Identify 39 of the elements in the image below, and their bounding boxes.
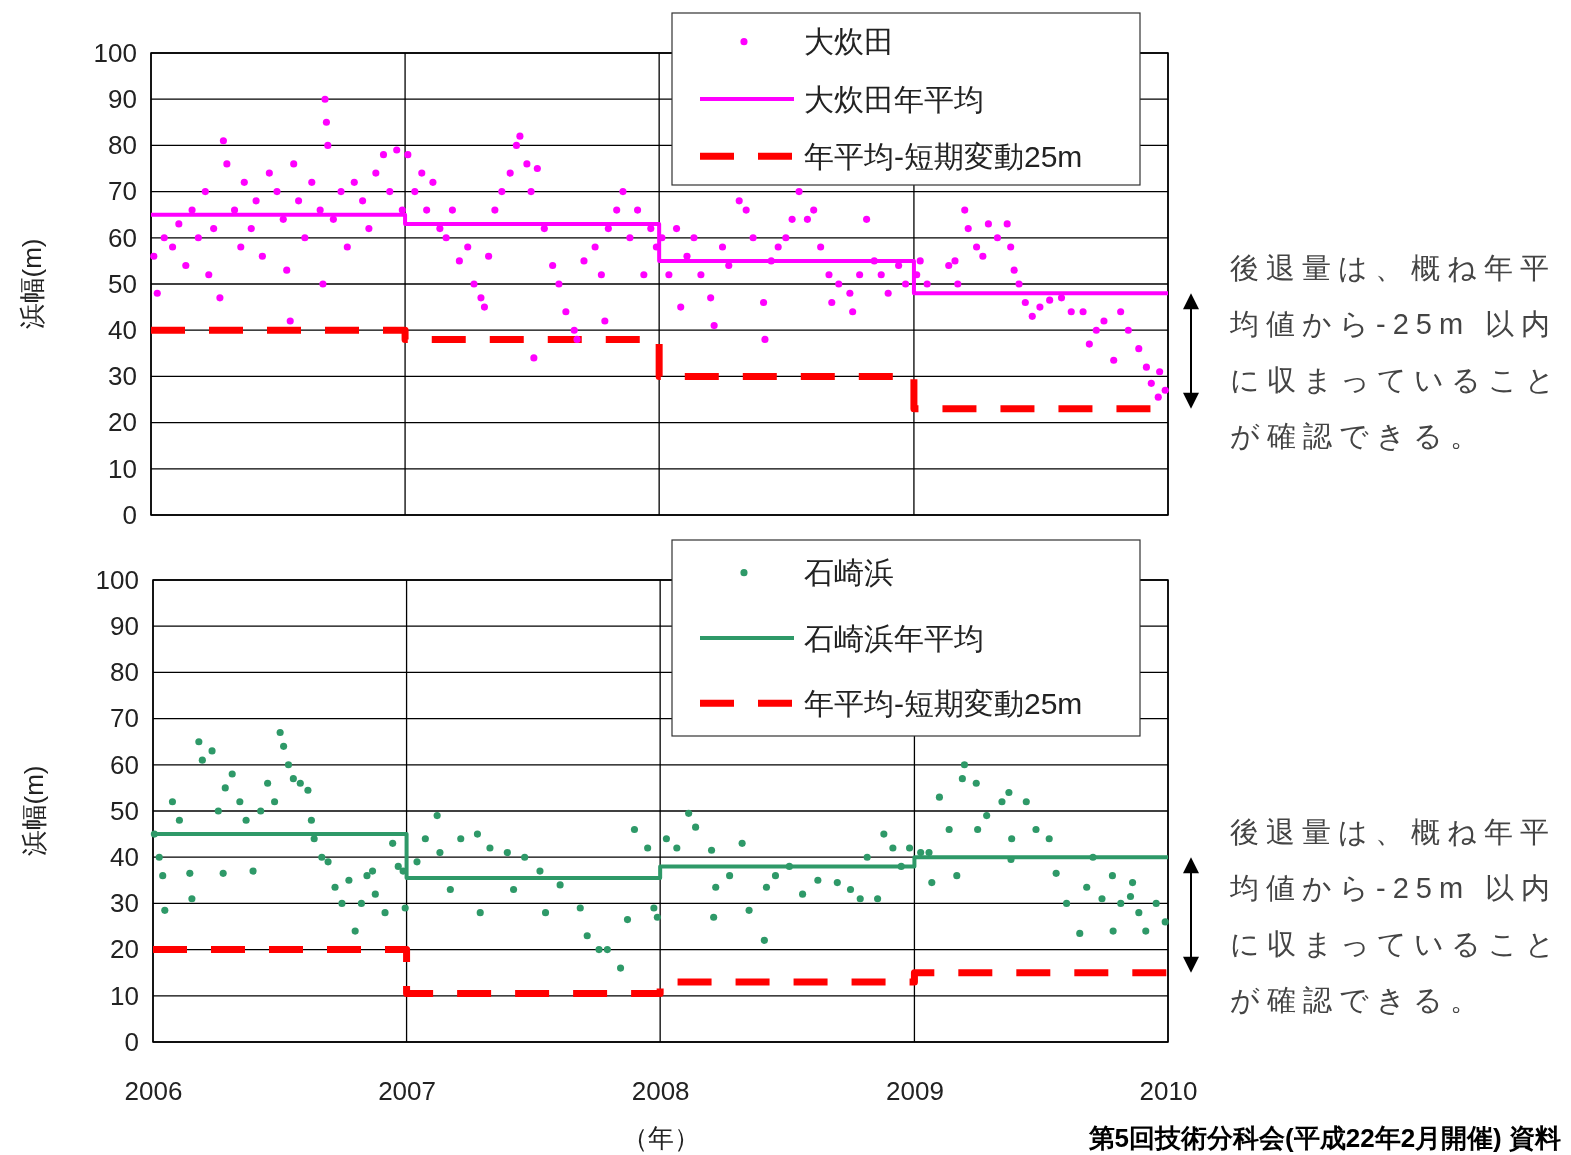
x-tick-label: 2009 — [886, 1076, 944, 1107]
y-tick-label: 0 — [122, 499, 137, 530]
y-tick-label: 10 — [108, 453, 137, 484]
y-axis-title: 浜幅(m) — [17, 238, 47, 330]
y-tick-label: 70 — [108, 176, 137, 207]
text: 後退量は、概ね年平均値から-25m 以内に収まっていることが確認できる。 — [1229, 252, 1562, 453]
y-tick-label: 50 — [108, 268, 137, 299]
text: 第5回技術分科会(平成22年2月開催) 資料 — [1087, 1123, 1561, 1153]
y-tick-label: 60 — [110, 749, 139, 780]
y-tick-label: 20 — [110, 934, 139, 965]
y-tick-label: 60 — [108, 222, 137, 253]
y-tick-label: 10 — [110, 980, 139, 1011]
legend-label: 石崎浜 — [804, 556, 894, 590]
legend-label: 石崎浜年平均 — [804, 621, 984, 655]
y-tick-label: 100 — [95, 564, 139, 595]
y-tick-label: 90 — [110, 611, 139, 642]
y-tick-label: 20 — [108, 407, 137, 438]
x-tick-label: 2006 — [124, 1076, 183, 1107]
x-tick-label: 2008 — [631, 1076, 690, 1107]
legend-label: 年平均-短期変動25m — [804, 686, 1083, 720]
y-tick-label: 0 — [124, 1026, 139, 1057]
y-tick-label: 40 — [108, 315, 137, 346]
y-tick-label: 80 — [108, 130, 137, 161]
y-tick-label: 30 — [108, 361, 137, 392]
y-tick-label: 40 — [110, 842, 139, 873]
x-tick-label: 2007 — [378, 1076, 436, 1107]
legend-label: 大炊田 — [804, 25, 894, 59]
x-tick-label: 2010 — [1139, 1076, 1198, 1107]
y-tick-label: 50 — [110, 795, 139, 826]
y-tick-label: 100 — [93, 37, 137, 68]
legend-label: 大炊田年平均 — [804, 82, 984, 116]
x-axis-title: （年） — [621, 1123, 700, 1153]
y-tick-label: 30 — [110, 888, 139, 919]
y-tick-label: 90 — [108, 84, 137, 115]
y-tick-label: 70 — [110, 703, 139, 734]
legend-label: 年平均-短期変動25m — [804, 139, 1083, 173]
text: 後退量は、概ね年平均値から-25m 以内に収まっていることが確認できる。 — [1229, 816, 1562, 1017]
y-axis-title: 浜幅(m) — [19, 765, 49, 857]
y-tick-label: 80 — [110, 657, 139, 688]
